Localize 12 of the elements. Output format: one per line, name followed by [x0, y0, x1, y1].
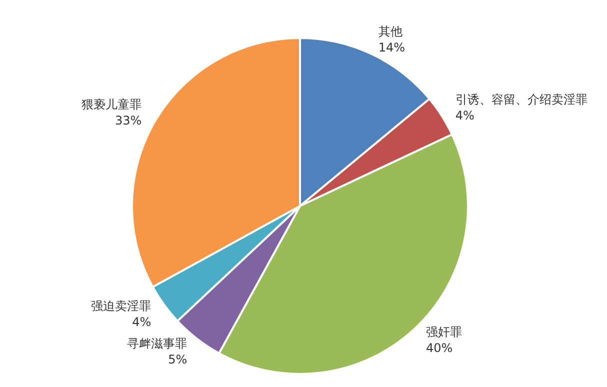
data-label: 40%	[426, 341, 453, 356]
slice-label: 猥亵儿童罪	[82, 97, 142, 112]
data-label: 4%	[132, 315, 152, 330]
data-label: 4%	[455, 108, 474, 122]
data-label: 33%	[114, 113, 142, 128]
slice-label: 其他	[378, 24, 402, 39]
data-label: 5%	[168, 352, 188, 366]
slice-label: 强奸罪	[426, 325, 462, 340]
slice-label: 强迫卖淫罪	[91, 299, 152, 314]
slice-label: 引诱、容留、介绍卖淫罪	[455, 92, 588, 106]
slice-label: 寻衅滋事罪	[127, 336, 188, 350]
data-label: 14%	[378, 40, 406, 55]
